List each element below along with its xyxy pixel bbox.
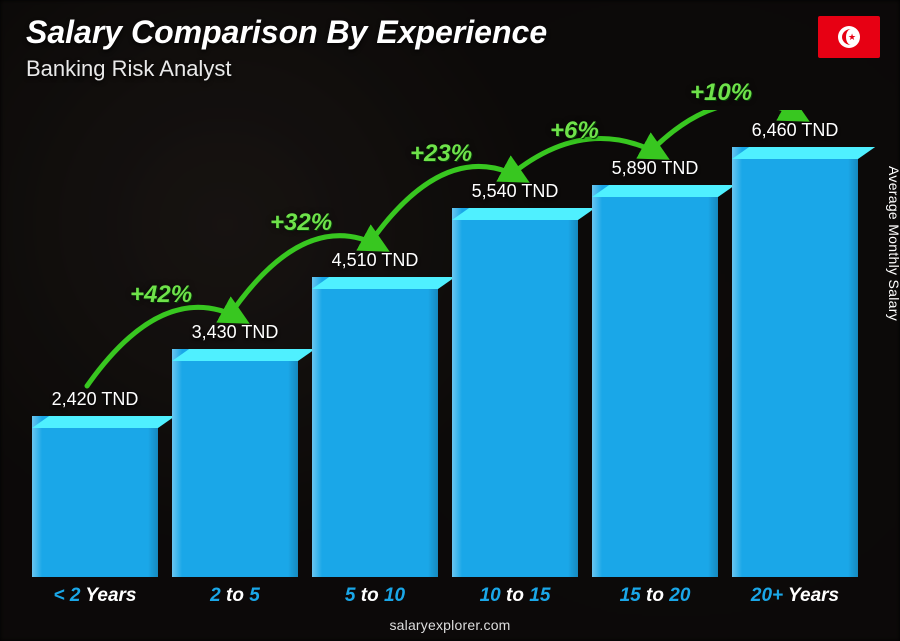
bar-top-face (592, 185, 735, 197)
bar-value-label: 6,460 TND (752, 120, 839, 141)
bar-top-face (732, 147, 875, 159)
chart-canvas: Salary Comparison By Experience Banking … (0, 0, 900, 641)
bar-slot: 5,890 TND (592, 158, 718, 577)
bar-slot: 4,510 TND (312, 250, 438, 577)
bar (452, 208, 578, 577)
bar (592, 185, 718, 577)
category-labels: < 2 Years 2 to 5 5 to 10 10 to 15 15 to 20 20… (32, 585, 858, 607)
bar (172, 349, 298, 577)
category-label: 20+ Years (732, 585, 858, 607)
category-label: 10 to 15 (452, 585, 578, 607)
category-label: < 2 Years (32, 585, 158, 607)
flag-star-icon: ★ (848, 32, 856, 43)
bar-front-face (172, 349, 298, 577)
chart-area: 2,420 TND 3,430 TND 4,510 TND 5,540 TND 5,89… (32, 110, 858, 577)
bar-value-label: 2,420 TND (52, 389, 139, 410)
bar-front-face (312, 277, 438, 577)
category-label: 15 to 20 (592, 585, 718, 607)
bar-value-label: 3,430 TND (192, 322, 279, 343)
bar-front-face (732, 147, 858, 577)
bar-top-face (312, 277, 455, 289)
bar-slot: 2,420 TND (32, 389, 158, 577)
bars-container: 2,420 TND 3,430 TND 4,510 TND 5,540 TND 5,89… (32, 110, 858, 577)
chart-subtitle: Banking Risk Analyst (26, 56, 231, 82)
bar-value-label: 4,510 TND (332, 250, 419, 271)
bar (732, 147, 858, 577)
bar-value-label: 5,890 TND (612, 158, 699, 179)
bar-top-face (172, 349, 315, 361)
bar-slot: 3,430 TND (172, 322, 298, 577)
category-label: 2 to 5 (172, 585, 298, 607)
bar-front-face (452, 208, 578, 577)
flag-disc: ★ (838, 26, 860, 48)
bar-front-face (592, 185, 718, 577)
bar-slot: 6,460 TND (732, 120, 858, 577)
bar-top-face (32, 416, 175, 428)
bar-top-face (452, 208, 595, 220)
footer-attribution: salaryexplorer.com (0, 617, 900, 633)
bar (32, 416, 158, 577)
y-axis-label: Average Monthly Salary (886, 166, 900, 321)
bar-value-label: 5,540 TND (472, 181, 559, 202)
chart-title: Salary Comparison By Experience (26, 14, 547, 51)
bar-slot: 5,540 TND (452, 181, 578, 577)
bar-front-face (32, 416, 158, 577)
category-label: 5 to 10 (312, 585, 438, 607)
flag-tunisia: ★ (818, 16, 880, 58)
bar (312, 277, 438, 577)
